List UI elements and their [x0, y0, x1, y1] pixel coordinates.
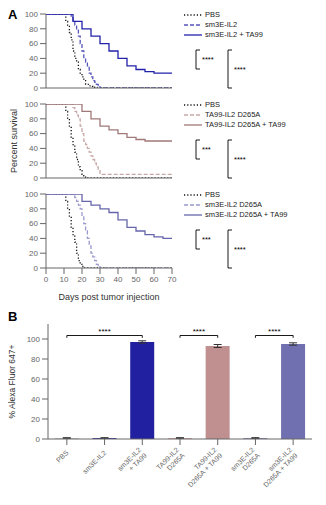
svg-text:100: 100: [27, 335, 41, 344]
svg-text:Days post tumor injection: Days post tumor injection: [58, 292, 159, 302]
svg-text:60: 60: [31, 375, 40, 384]
svg-text:50: 50: [132, 275, 141, 284]
svg-text:****: ****: [268, 327, 280, 336]
svg-text:40: 40: [114, 275, 123, 284]
svg-text:20: 20: [29, 69, 38, 78]
svg-text:PBS: PBS: [55, 449, 70, 464]
svg-text:sm3E-IL2D265A: sm3E-IL2D265A: [229, 446, 261, 478]
svg-text:0: 0: [34, 174, 39, 183]
svg-text:20: 20: [29, 159, 38, 168]
html-text:TA99-IL2 D265A: TA99-IL2 D265A: [205, 110, 261, 119]
svg-text:100: 100: [25, 10, 39, 19]
html-text:PBS: PBS: [205, 10, 220, 19]
svg-text:40: 40: [31, 395, 40, 404]
svg-text:TA99-IL2D265A: TA99-IL2D265A: [155, 446, 186, 477]
svg-text:****: ****: [234, 155, 246, 164]
svg-text:sm3E-IL2+ TA99: sm3E-IL2+ TA99: [116, 446, 148, 478]
svg-text:***: ***: [202, 235, 211, 244]
html-text:PBS: PBS: [205, 190, 220, 199]
svg-text:***: ***: [202, 145, 211, 154]
svg-text:sm3E-IL2: sm3E-IL2: [81, 449, 107, 475]
svg-text:****: ****: [98, 327, 110, 336]
svg-text:60: 60: [150, 275, 159, 284]
svg-text:10: 10: [60, 275, 69, 284]
html-text:PBS: PBS: [205, 100, 220, 109]
svg-text:sm3E-IL2D265A + TA99: sm3E-IL2D265A + TA99: [256, 446, 299, 489]
svg-text:20: 20: [31, 415, 40, 424]
svg-text:100: 100: [25, 100, 39, 109]
svg-text:40: 40: [29, 54, 38, 63]
svg-text:60: 60: [29, 219, 38, 228]
svg-text:0: 0: [34, 264, 39, 273]
svg-text:20: 20: [29, 249, 38, 258]
html-text:sm3E-IL2: sm3E-IL2: [205, 20, 238, 29]
svg-text:40: 40: [29, 234, 38, 243]
html-text:sm3E-IL2 D265A: sm3E-IL2 D265A: [205, 200, 263, 209]
html-text:A: A: [8, 7, 18, 22]
svg-text:40: 40: [29, 144, 38, 153]
svg-text:100: 100: [25, 190, 39, 199]
svg-text:80: 80: [31, 355, 40, 364]
svg-text:% Alexa Fluor 647+: % Alexa Fluor 647+: [8, 344, 17, 418]
svg-text:70: 70: [168, 275, 177, 284]
svg-text:0: 0: [36, 435, 41, 444]
svg-text:60: 60: [29, 129, 38, 138]
svg-text:****: ****: [202, 55, 214, 64]
svg-text:0: 0: [44, 275, 49, 284]
svg-text:80: 80: [29, 25, 38, 34]
html-text:TA99-IL2 D265A + TA99: TA99-IL2 D265A + TA99: [205, 120, 286, 129]
svg-text:80: 80: [29, 115, 38, 124]
svg-text:TA99-IL2D265A + TA99: TA99-IL2D265A + TA99: [181, 446, 224, 489]
html-text:sm3E-IL2 D265A + TA99: sm3E-IL2 D265A + TA99: [205, 210, 288, 219]
html-text:Percent survival: Percent survival: [9, 109, 19, 173]
svg-text:20: 20: [78, 275, 87, 284]
svg-text:****: ****: [193, 327, 205, 336]
svg-text:80: 80: [29, 205, 38, 214]
svg-text:30: 30: [96, 275, 105, 284]
svg-text:60: 60: [29, 39, 38, 48]
svg-text:****: ****: [234, 245, 246, 254]
html-text:sm3E-IL2 + TA99: sm3E-IL2 + TA99: [205, 30, 263, 39]
html-text:B: B: [8, 309, 18, 324]
svg-text:0: 0: [34, 84, 39, 93]
svg-text:****: ****: [234, 65, 246, 74]
